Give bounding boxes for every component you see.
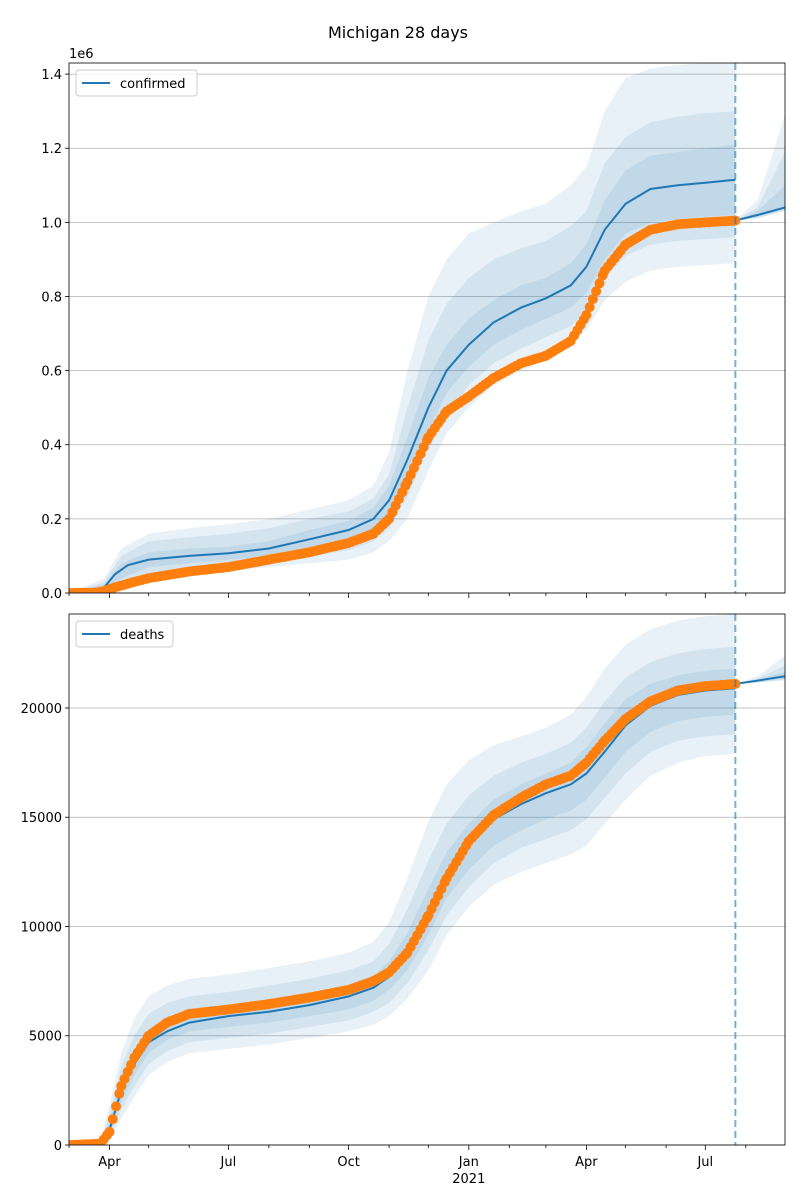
y-tick-label: 0.8	[41, 290, 62, 305]
x-year-label: 2021	[452, 1172, 485, 1187]
y-tick-label: 1.4	[41, 68, 62, 83]
x-tick-label: Apr	[575, 1155, 598, 1170]
plot-area	[69, 614, 785, 1145]
legend-label: confirmed	[120, 77, 186, 92]
axes-frame	[68, 62, 786, 594]
chart-title: Michigan 28 days	[328, 23, 468, 42]
y-tick-label: 0.0	[41, 587, 62, 602]
uncertainty-band-mid	[69, 111, 736, 593]
y-tick-label: 0.4	[41, 439, 62, 454]
legend-label: deaths	[120, 628, 165, 643]
legend-box	[75, 69, 198, 97]
y-tick-label: 0.6	[41, 365, 62, 380]
y-tick-label: 0	[54, 1139, 62, 1154]
y-tick-label: 1.2	[41, 142, 62, 157]
observed-point	[111, 1101, 121, 1112]
x-tick-label: Jul	[696, 1155, 713, 1170]
observed-point	[587, 294, 598, 305]
observed-point	[584, 302, 595, 313]
forecast-band-mid	[735, 152, 785, 221]
observed-point	[591, 286, 602, 297]
y-tick-label: 15000	[21, 811, 62, 826]
observed-point	[107, 1114, 118, 1125]
forecast-band-mid	[735, 665, 785, 684]
plot-area	[69, 63, 785, 593]
x-tick-label: Apr	[98, 1155, 121, 1170]
forecast-line	[735, 206, 785, 222]
y-multiplier-label: 1e6	[69, 47, 94, 62]
model-line	[69, 178, 736, 593]
y-tick-label: 5000	[29, 1030, 62, 1045]
forecast-band-outer	[735, 655, 785, 684]
confirmed-panel: 0.0 0.2 0.4 0.6 0.8 1.0 1.2 1.4 1e6 confirmed	[41, 47, 786, 602]
y-tick-label: 1.0	[41, 216, 62, 231]
legend-box	[75, 620, 174, 648]
axes-frame	[68, 613, 786, 1146]
legend: confirmed	[75, 69, 198, 97]
x-tick-label: Jul	[220, 1155, 237, 1170]
observed-point	[114, 1088, 125, 1099]
y-tick-label: 0.2	[41, 513, 62, 528]
deaths-panel: 0 5000 10000 15000 20000 Apr Jul Oct Jan Apr Jul 20…	[21, 613, 786, 1187]
x-tick-label: Jan	[458, 1155, 479, 1170]
y-tick-label: 20000	[21, 702, 62, 717]
uncertainty-band-inner	[69, 668, 736, 1145]
legend: deaths	[75, 620, 174, 648]
observed-point	[594, 278, 605, 289]
forecast-line	[735, 675, 785, 685]
y-tick-label: 10000	[21, 920, 62, 935]
observed-point	[581, 310, 592, 320]
observed-point	[104, 1126, 115, 1137]
uncertainty-band-outer	[69, 63, 736, 593]
forecast-band-outer	[735, 114, 785, 221]
uncertainty-band-inner	[69, 144, 736, 593]
x-tick-label: Oct	[337, 1155, 359, 1170]
